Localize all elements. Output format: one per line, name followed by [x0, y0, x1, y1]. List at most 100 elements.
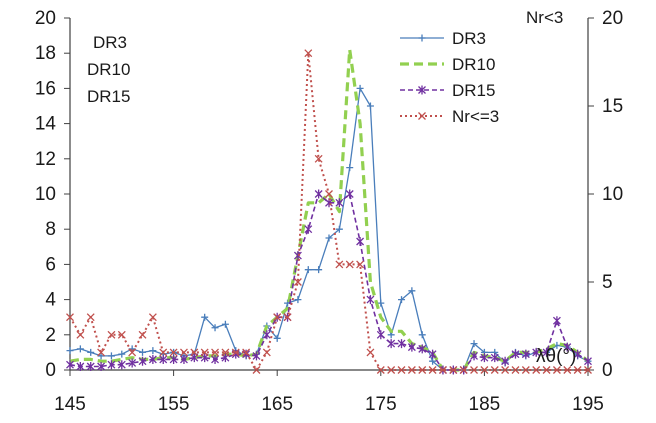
data-point [335, 198, 344, 208]
data-point [66, 360, 74, 370]
series-dr3 [66, 84, 592, 374]
data-point [584, 366, 592, 374]
data-point [252, 366, 261, 374]
data-point [356, 237, 365, 247]
data-point [418, 34, 426, 42]
data-point [294, 296, 302, 304]
data-point [128, 358, 137, 368]
data-point [408, 287, 416, 295]
data-point [563, 366, 572, 374]
data-point [211, 354, 219, 364]
data-point [211, 348, 219, 357]
data-point [376, 366, 385, 374]
y2-tick-label: 20 [602, 8, 623, 29]
data-point [211, 324, 219, 332]
data-point [470, 340, 478, 348]
data-point [480, 366, 489, 374]
series-dr10 [69, 48, 590, 372]
y-tick-label: 6 [45, 254, 56, 275]
y-tick-label: 0 [45, 360, 56, 381]
y2-tick-label: 0 [602, 360, 613, 381]
data-point [418, 366, 427, 374]
y-tick-label: 10 [35, 184, 56, 205]
data-point [66, 313, 74, 322]
data-point [139, 348, 147, 356]
data-point [117, 330, 126, 339]
data-point [273, 334, 281, 342]
x-axis-label: λθ(°) [536, 346, 576, 367]
data-point [407, 366, 416, 374]
legend: DR3 DR10 DR15 Nr<=3 [400, 29, 499, 126]
data-point [107, 360, 116, 370]
data-point [449, 366, 458, 374]
data-point [470, 351, 478, 361]
data-point [314, 154, 323, 163]
y-tick-label: 8 [45, 219, 56, 240]
data-point [563, 342, 572, 352]
data-point [429, 357, 437, 365]
data-point [231, 348, 240, 357]
data-point [542, 347, 551, 357]
data-point [190, 348, 199, 357]
data-point [398, 296, 406, 304]
data-point [148, 354, 157, 364]
data-point [459, 366, 468, 374]
y-tick-label: 4 [45, 290, 56, 311]
legend-item: DR10 [400, 55, 495, 74]
data-point [501, 366, 510, 374]
data-point [97, 361, 106, 371]
data-point [532, 366, 541, 374]
y2-tick-label: 5 [602, 272, 613, 293]
legend-label: DR10 [452, 55, 495, 74]
data-point [107, 352, 115, 360]
data-point [293, 278, 302, 286]
annotation-dr3: DR3 [93, 33, 127, 52]
data-point [346, 164, 354, 172]
x-tick-label: 185 [469, 394, 501, 415]
legend-label: DR3 [452, 29, 486, 48]
data-point [552, 316, 561, 326]
data-point [387, 339, 396, 349]
y2-axis-label: Nr<3 [526, 8, 563, 27]
series-line [69, 52, 588, 371]
data-point [345, 189, 354, 199]
data-point [407, 342, 416, 352]
data-point [356, 84, 364, 92]
data-point [511, 366, 520, 374]
y-tick-label: 2 [45, 325, 56, 346]
data-point [377, 299, 385, 307]
data-point [552, 366, 561, 374]
data-point [418, 344, 427, 354]
data-point [573, 366, 582, 374]
data-point [335, 260, 344, 269]
data-point [397, 366, 406, 374]
data-point [366, 102, 374, 110]
y-tick-label: 16 [35, 78, 56, 99]
data-point [366, 295, 375, 305]
legend-item: DR15 [400, 81, 495, 100]
data-point [76, 345, 84, 353]
data-point [315, 266, 323, 274]
data-point [138, 330, 147, 339]
x-tick-label: 165 [261, 394, 293, 415]
y-tick-label: 12 [35, 149, 56, 170]
data-point [159, 354, 168, 364]
data-point [418, 112, 426, 120]
axes: 0 2 4 6 8 10 12 14 16 18 20 0 5 10 15 20 145 155 165 175 185… [35, 8, 623, 415]
data-point [149, 347, 157, 355]
data-point [107, 330, 116, 339]
data-point [148, 313, 157, 322]
data-point [97, 348, 106, 357]
data-point [325, 234, 333, 242]
data-point [387, 366, 396, 374]
data-point [66, 347, 74, 355]
data-point [221, 320, 229, 328]
data-point [480, 353, 489, 363]
data-point [521, 349, 530, 359]
data-point [542, 366, 551, 374]
data-point [128, 348, 137, 357]
data-point [511, 349, 520, 359]
data-point [200, 348, 209, 357]
data-point [283, 313, 292, 322]
data-point [376, 330, 385, 340]
